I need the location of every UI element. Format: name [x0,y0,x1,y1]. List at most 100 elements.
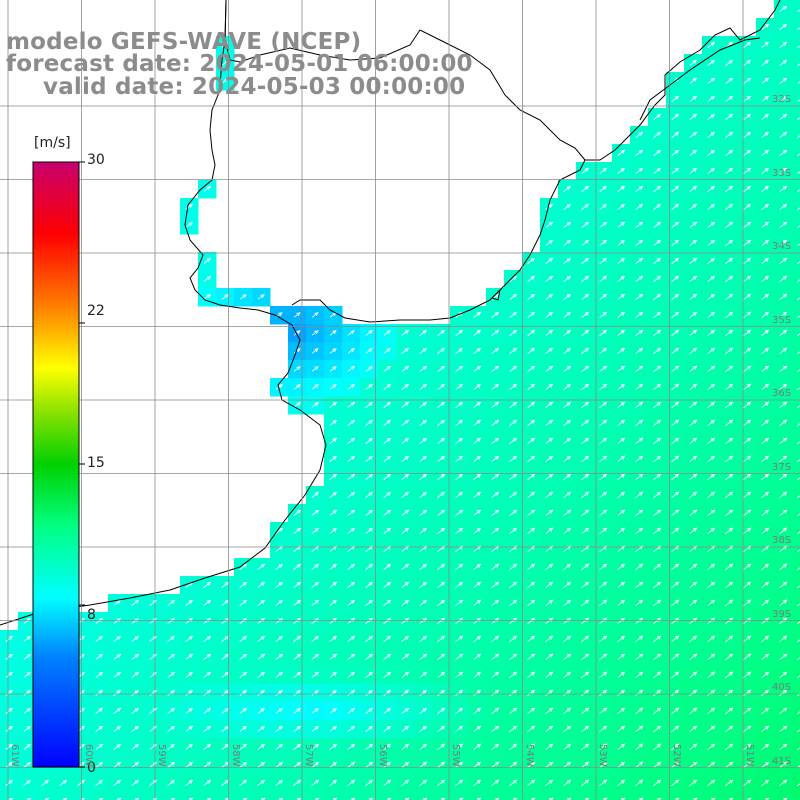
wind-arrow [761,59,770,66]
wind-arrow [581,311,590,318]
wind-arrow [95,779,104,786]
wind-arrow [95,635,104,642]
wind-arrow [491,635,500,643]
wind-arrow [491,419,500,426]
wind-arrow [797,549,800,553]
wind-arrow [491,437,500,444]
wind-arrow [185,779,194,786]
wind-arrow [527,599,536,607]
wind-arrow [509,347,518,354]
wind-arrow [365,743,374,751]
wind-arrow [689,329,698,337]
wind-arrow [491,509,500,516]
lagoon-outline [639,37,761,121]
wind-arrow [437,653,446,661]
wind-arrow [743,113,752,120]
wind-arrow [797,9,800,12]
wind-arrow [473,455,482,462]
wind-arrow [545,527,554,535]
wind-arrow [455,509,464,516]
wind-arrow [689,149,698,156]
wind-arrow [599,437,608,445]
wind-arrow [383,509,392,516]
wind-arrow [491,761,500,769]
wind-arrow [329,491,338,498]
wind-arrow [347,365,355,372]
wind-arrow [797,171,800,174]
wind-arrow [599,239,608,246]
wind-arrow [797,603,800,607]
wind-speed-cell [702,792,721,800]
wind-arrow [473,509,482,516]
wind-arrow [779,491,788,499]
wind-arrow [779,113,788,120]
wind-arrow [347,491,356,498]
wind-arrow [689,473,698,481]
wind-arrow [689,275,698,282]
wind-arrow [473,743,482,751]
wind-arrow [707,311,716,319]
wind-speed-cell [252,792,271,800]
longitude-label: 58W [229,744,241,767]
wind-arrow [671,347,680,355]
colorbar-label-22: 22 [87,303,105,319]
wind-arrow [455,437,464,444]
wind-arrow [725,437,734,445]
wind-arrow [203,725,212,732]
wind-speed-cell [792,450,800,469]
wind-arrow [797,45,800,48]
wind-arrow [635,491,644,499]
wind-arrow [581,707,590,715]
wind-arrow [761,293,770,301]
latitude-label: 37S [772,461,792,473]
wind-arrow [653,779,662,787]
wind-arrow [383,653,392,660]
wind-arrow [419,599,428,606]
wind-speed-cell [468,792,487,800]
wind-arrow [797,405,800,409]
wind-arrow [581,419,590,426]
wind-arrow [311,348,319,354]
wind-arrow [23,653,32,660]
wind-arrow [599,779,608,787]
wind-speed-cell [792,702,800,721]
wind-arrow [437,455,446,462]
wind-arrow [671,779,680,787]
wind-arrow [563,761,572,769]
wind-arrow [689,491,698,499]
wind-arrow [185,653,194,660]
wind-arrow [459,797,464,800]
wind-arrow [95,725,104,732]
wind-arrow [653,365,662,373]
wind-arrow [689,689,698,697]
colorbar [32,161,85,768]
wind-arrow [473,311,482,318]
wind-arrow [563,221,572,228]
wind-arrow [779,509,788,517]
wind-arrow [293,707,301,714]
wind-arrow [383,581,392,588]
wind-arrow [260,797,266,800]
wind-arrow [239,689,248,696]
wind-arrow [797,351,800,355]
wind-arrow [437,401,446,408]
wind-arrow [131,635,140,642]
wind-arrow [116,797,122,800]
wind-arrow [581,167,590,174]
wind-arrow [275,725,284,732]
wind-arrow [419,527,428,534]
coastline [0,0,781,626]
wind-arrow [527,329,536,336]
wind-arrow [329,401,338,408]
wind-arrow [797,747,800,751]
wind-speed-cell [792,180,800,199]
wind-arrow [707,419,716,427]
wind-arrow [729,797,734,800]
wind-speed-cell [0,792,19,800]
wind-arrow [581,239,590,246]
wind-arrow [545,221,554,228]
wind-arrow [671,689,680,697]
wind-arrow [725,257,734,264]
latitude-label: 34S [772,241,792,252]
wind-arrow [257,743,266,750]
